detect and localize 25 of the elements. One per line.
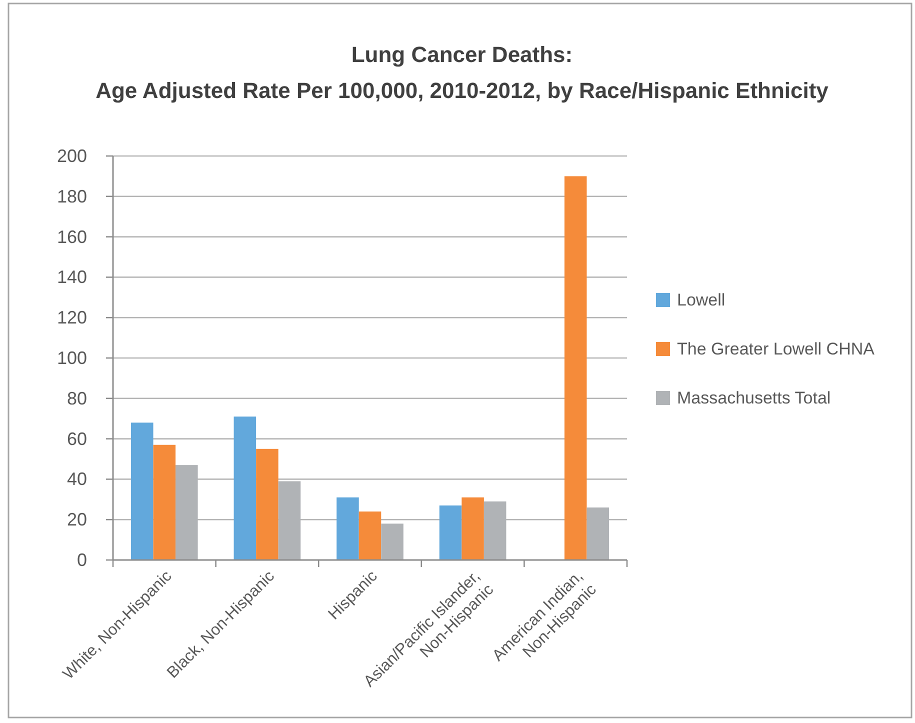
bar [439, 505, 462, 560]
y-tick-label: 100 [56, 348, 87, 368]
bar [462, 497, 484, 560]
y-tick-label: 60 [66, 428, 87, 449]
y-tick-label: 120 [56, 308, 87, 328]
y-tick-label: 200 [56, 146, 87, 166]
y-tick-label: 20 [66, 510, 87, 530]
bar [381, 524, 404, 560]
y-tick-label: 180 [56, 186, 87, 206]
y-tick-label: 40 [66, 469, 87, 490]
y-tick-label: 140 [56, 267, 87, 288]
y-tick-label: 80 [66, 388, 87, 408]
legend-label: Lowell [677, 290, 726, 310]
chart-title: Lung Cancer Deaths: Age Adjusted Rate Per 100,000, 2010-2012, by Race/Hispanic Ethnicity [96, 42, 830, 103]
bar [153, 444, 176, 560]
bar [256, 448, 278, 560]
bar [336, 497, 359, 560]
bar [358, 512, 382, 560]
bar [234, 416, 256, 560]
y-tick-label: 0 [76, 550, 87, 570]
legend-label: The Greater Lowell CHNA [677, 340, 876, 358]
y-tick-label: 160 [56, 226, 87, 247]
bar [130, 422, 154, 560]
bar [564, 176, 587, 560]
legend-label: Massachusetts Total [677, 388, 831, 408]
